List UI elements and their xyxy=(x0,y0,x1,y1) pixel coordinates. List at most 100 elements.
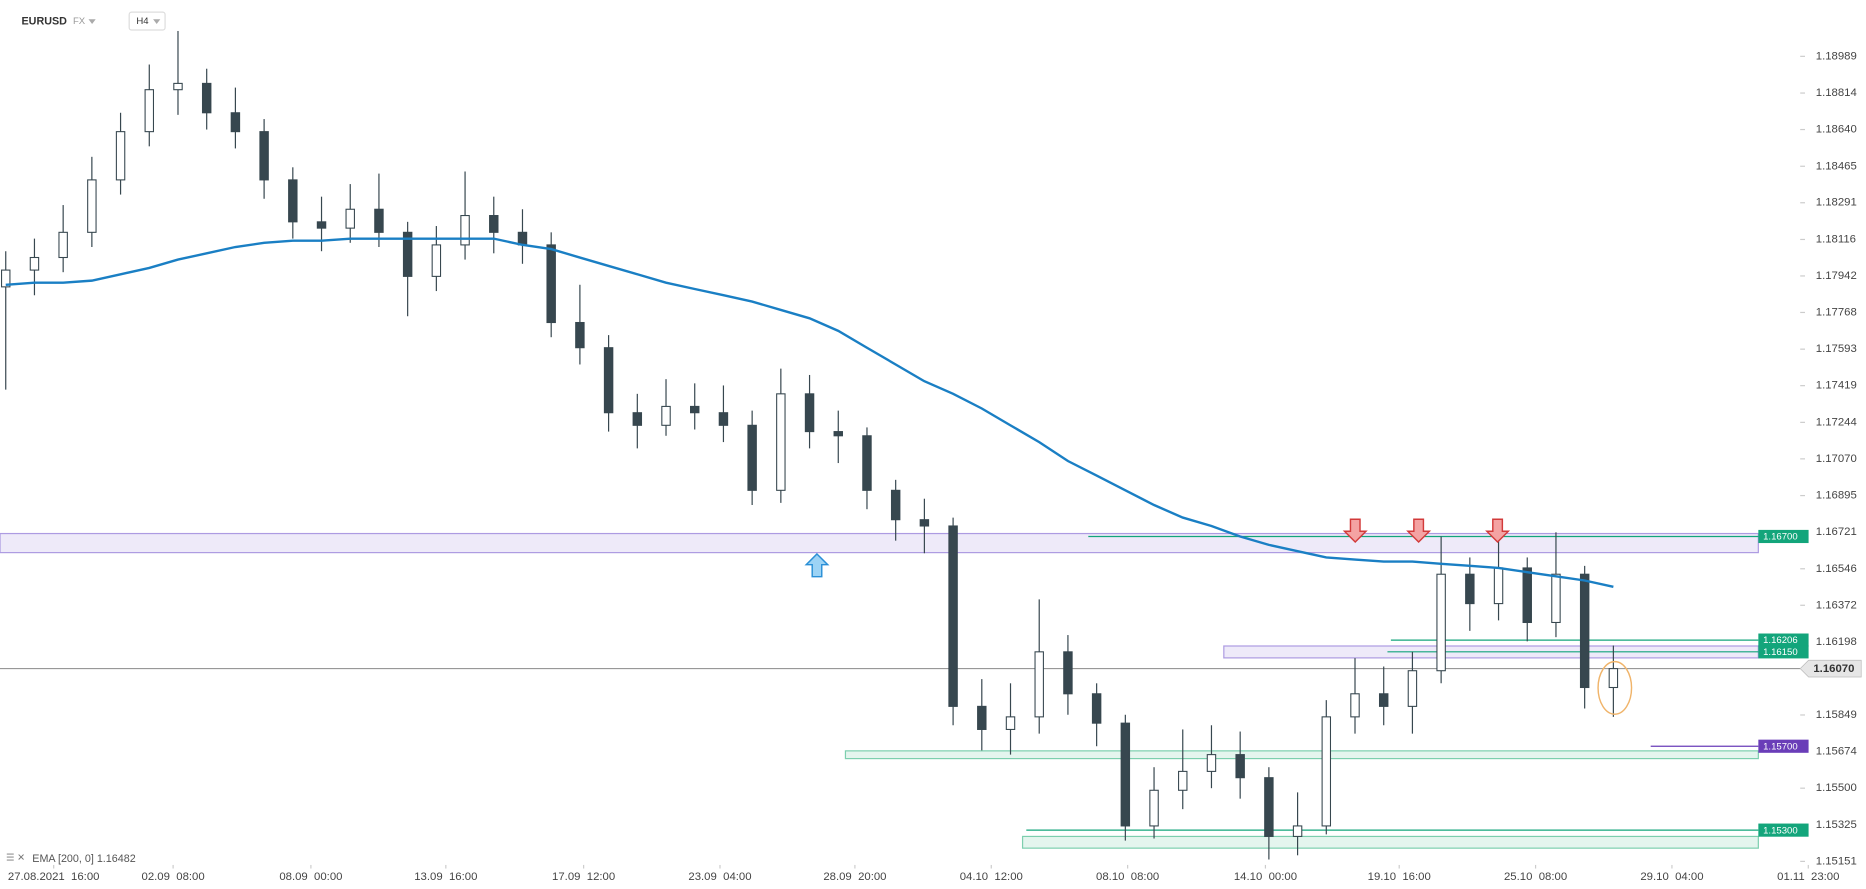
y-tick-label: 1.17070 xyxy=(1816,453,1857,465)
candle-body xyxy=(1321,716,1332,827)
y-tick-label: 1.15151 xyxy=(1816,855,1857,867)
level-label: 1.16206 xyxy=(1763,635,1798,646)
candle-body xyxy=(546,244,556,324)
candle-body xyxy=(29,256,40,271)
level-label: 1.16700 xyxy=(1763,532,1798,543)
level-label-box xyxy=(1758,823,1809,837)
x-tick-label: 14.10 00:00 xyxy=(1234,871,1297,883)
candle-body xyxy=(1178,770,1188,791)
x-tick-label: 13.09 16:00 xyxy=(414,871,477,883)
candle-body xyxy=(776,393,786,491)
y-tick-label: 1.15849 xyxy=(1816,709,1857,721)
x-tick-label: 25.10 08:00 xyxy=(1504,871,1567,883)
sell-arrow xyxy=(1406,518,1432,544)
symbol[interactable]: EURUSD xyxy=(22,16,68,28)
candle-body xyxy=(661,405,671,426)
candle-body xyxy=(460,215,470,246)
x-tick-label: 23.09 04:00 xyxy=(688,871,751,883)
current-price-box xyxy=(1799,659,1862,678)
x-tick-label: 28.09 20:00 xyxy=(823,871,886,883)
sell-arrow xyxy=(1342,518,1368,544)
y-tick-label: 1.16372 xyxy=(1816,599,1857,611)
y-tick-label: 1.15500 xyxy=(1816,782,1857,794)
candle-body xyxy=(1120,722,1131,827)
current-price-label: 1.16070 xyxy=(1813,663,1854,675)
candle-body xyxy=(1206,754,1217,772)
annotations xyxy=(804,518,1633,715)
candle-body xyxy=(1292,825,1303,837)
candle-body xyxy=(1091,693,1102,724)
timeframe[interactable]: H4 xyxy=(136,16,149,27)
candle-body xyxy=(1264,777,1274,837)
candle-body xyxy=(1436,573,1446,672)
y-tick-label: 1.17419 xyxy=(1816,380,1857,392)
y-tick-label: 1.15325 xyxy=(1816,819,1857,831)
candle-body xyxy=(833,431,843,437)
y-tick-label: 1.17942 xyxy=(1816,270,1857,282)
y-tick-label: 1.18465 xyxy=(1816,160,1857,172)
y-tick-label: 1.18291 xyxy=(1816,197,1857,209)
candle-body xyxy=(1579,573,1590,689)
candle-body xyxy=(977,705,987,730)
candle-body xyxy=(1608,668,1619,689)
candle-body xyxy=(1005,716,1016,730)
candle-body xyxy=(431,244,442,277)
candle-body xyxy=(632,412,643,426)
candle-body xyxy=(747,424,757,491)
candle-body xyxy=(374,208,384,233)
sell-arrow xyxy=(1485,518,1511,544)
candle-body xyxy=(489,215,499,233)
y-tick-label: 1.16198 xyxy=(1816,636,1857,648)
level-label-box xyxy=(1758,739,1809,753)
candle-body xyxy=(144,89,155,133)
highlight-ellipse xyxy=(1597,660,1633,715)
candle-body xyxy=(948,525,958,707)
x-tick-label: 08.09 00:00 xyxy=(279,871,342,883)
timeframe-dropdown[interactable] xyxy=(153,19,161,25)
candle-body xyxy=(1378,693,1389,707)
candle-body xyxy=(1407,670,1418,707)
market: FX xyxy=(73,16,86,27)
x-tick-label: 01.11 23:00 xyxy=(1777,871,1839,883)
candle-body xyxy=(345,208,355,229)
x-tick-label: 04.10 12:00 xyxy=(960,871,1023,883)
candle-body xyxy=(1465,573,1475,605)
level-label: 1.15700 xyxy=(1763,741,1798,752)
level-label-box xyxy=(1758,529,1809,544)
zone xyxy=(0,532,1759,554)
candle-body xyxy=(1551,573,1561,624)
candle-body xyxy=(173,82,183,91)
candle-body xyxy=(115,131,126,181)
y-tick-label: 1.18116 xyxy=(1816,233,1856,245)
y-tick-label: 1.18989 xyxy=(1816,50,1857,62)
indicator-icons[interactable]: ☰ ✕ xyxy=(6,852,25,863)
candle-body xyxy=(402,231,413,277)
candle-body xyxy=(1,269,11,288)
candle-body xyxy=(230,112,241,133)
y-tick-label: 1.18814 xyxy=(1816,87,1857,99)
y-tick-label: 1.17768 xyxy=(1816,306,1857,318)
candle-body xyxy=(1034,651,1044,718)
candle-body xyxy=(603,347,614,414)
y-tick-label: 1.16895 xyxy=(1816,490,1857,502)
plot-area: 1.18989 1.18814 1.18640 1.18465 1.18291 1.181… xyxy=(0,30,1862,883)
x-tick-label: 27.08.2021 16:00 xyxy=(8,871,100,883)
x-tick-label: 02.09 08:00 xyxy=(142,871,205,883)
candle-body xyxy=(919,519,930,527)
symbol-dropdown[interactable] xyxy=(88,19,96,25)
candle-body xyxy=(1149,789,1159,827)
candle-body xyxy=(87,179,97,233)
y-tick-label: 1.16546 xyxy=(1816,563,1857,575)
zone xyxy=(844,750,1759,760)
candle-body xyxy=(1522,567,1532,624)
level-label: 1.15300 xyxy=(1763,825,1798,836)
candle-body xyxy=(718,412,729,426)
timeframe-button[interactable] xyxy=(128,11,166,31)
candle-body xyxy=(575,321,585,349)
x-tick-label: 19.10 16:00 xyxy=(1368,871,1431,883)
candle-body xyxy=(201,82,212,114)
y-tick-label: 1.17593 xyxy=(1816,343,1857,355)
x-tick-label: 29.10 04:00 xyxy=(1640,871,1703,883)
candle-body xyxy=(1235,754,1245,779)
